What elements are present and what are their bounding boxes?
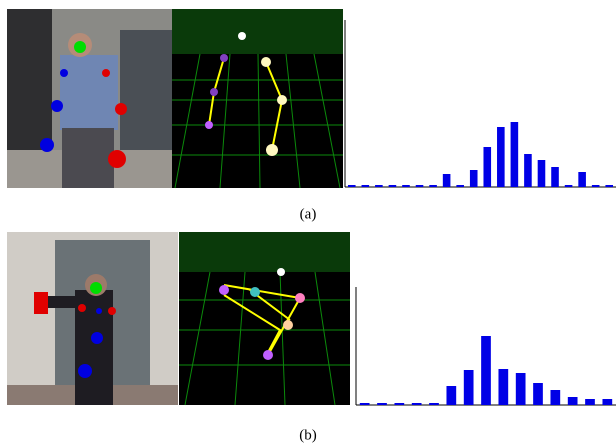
bar [446, 386, 456, 405]
bar [483, 147, 491, 187]
bar [429, 403, 439, 405]
bar [538, 160, 546, 187]
caption: (a) [300, 206, 317, 222]
bar [481, 336, 491, 405]
bar [394, 403, 404, 405]
bar [498, 369, 508, 405]
photo [7, 232, 178, 405]
bar [592, 185, 600, 187]
skeleton-view [179, 232, 350, 405]
bar [429, 185, 437, 187]
bar [524, 154, 532, 187]
bar [516, 373, 526, 405]
bar [402, 185, 410, 187]
bar [412, 403, 422, 405]
bar [585, 399, 595, 405]
caption: (b) [299, 427, 317, 443]
bar [470, 170, 478, 187]
skeleton-view [172, 9, 343, 188]
bar [550, 390, 560, 405]
bar [375, 185, 383, 187]
bar [551, 167, 559, 187]
bar [348, 185, 356, 187]
bar [511, 122, 519, 187]
bar [565, 185, 573, 187]
bar [602, 399, 612, 405]
bar [362, 185, 370, 187]
bar [497, 127, 505, 187]
photo [7, 9, 172, 188]
bar [578, 172, 586, 187]
bar [456, 185, 464, 187]
bar [533, 383, 543, 405]
bar [389, 185, 397, 187]
bar [568, 397, 578, 405]
figure: (a) (b) [0, 0, 616, 445]
bar [464, 370, 474, 405]
bar [360, 403, 370, 405]
bar [443, 174, 451, 187]
bar [416, 185, 424, 187]
bar [605, 185, 613, 187]
bar [377, 403, 387, 405]
